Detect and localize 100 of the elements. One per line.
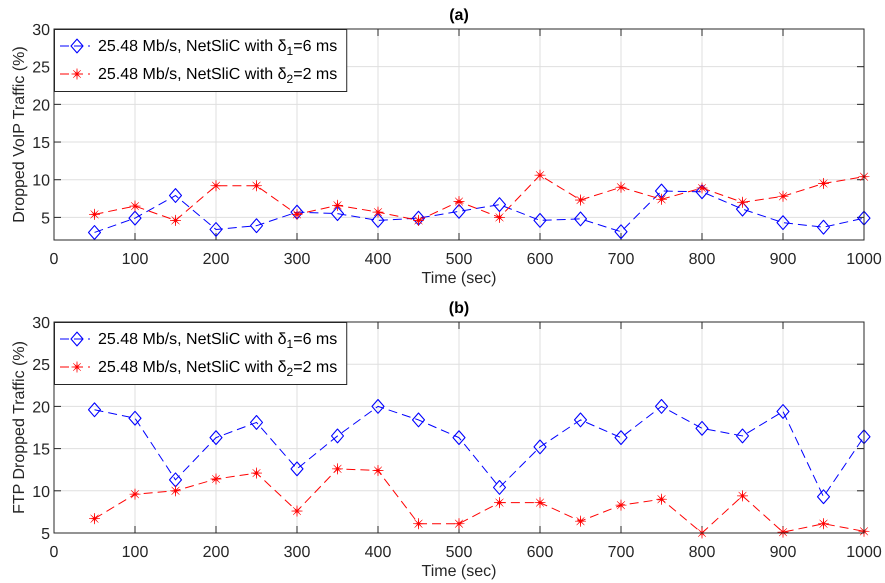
point — [290, 461, 304, 476]
y-tick-label: 15 — [32, 442, 50, 459]
x-axis-title: Time (sec) — [422, 270, 496, 287]
x-tick-label: 900 — [770, 251, 796, 268]
y-axis-title: FTP Dropped Traffic (%) — [11, 341, 28, 514]
chart-title: (a) — [449, 7, 469, 24]
point — [88, 512, 100, 524]
x-tick-label: 700 — [608, 544, 634, 561]
point — [371, 398, 385, 414]
point — [88, 402, 102, 418]
point — [129, 200, 141, 212]
point — [170, 485, 182, 497]
point — [128, 410, 142, 426]
point — [290, 204, 304, 220]
point — [777, 190, 789, 202]
y-tick-label: 20 — [32, 399, 50, 416]
point — [250, 218, 264, 234]
x-tick-label: 400 — [364, 251, 392, 268]
point — [656, 194, 668, 206]
point — [210, 473, 222, 485]
y-axis-title: Dropped VoIP Traffic (%) — [11, 46, 28, 223]
y-tick-label: 30 — [32, 315, 50, 332]
x-tick-label: 900 — [770, 544, 796, 561]
x-axis-title: Time (sec) — [422, 563, 496, 580]
point — [615, 182, 627, 193]
point — [492, 197, 506, 212]
point — [533, 212, 547, 228]
point — [736, 196, 748, 208]
point — [615, 499, 627, 511]
x-tick-label: 700 — [608, 251, 634, 268]
point — [330, 206, 344, 222]
point — [574, 211, 588, 226]
point — [656, 493, 668, 505]
legend-label: 25.48 Mb/s, NetSliC with δ$_{1}$=6 ms — [98, 331, 338, 351]
x-tick-label: 300 — [284, 544, 310, 561]
point — [453, 196, 465, 208]
point — [857, 429, 871, 444]
x-tick-label: 400 — [364, 544, 392, 561]
point — [818, 178, 830, 190]
point — [452, 430, 466, 446]
point — [128, 210, 142, 226]
point — [88, 225, 102, 240]
legend-label: 25.48 Mb/s, NetSliC with δ$_{1}$=6 ms — [98, 38, 338, 58]
y-tick-label: 30 — [32, 22, 50, 39]
point — [372, 464, 384, 476]
x-tick-label: 600 — [526, 251, 554, 268]
point — [534, 169, 546, 181]
point — [209, 430, 223, 446]
point — [412, 518, 424, 530]
y-tick-label: 25 — [32, 357, 50, 374]
point — [492, 480, 506, 495]
point — [168, 188, 182, 203]
point — [210, 180, 222, 192]
legend-label: 25.48 Mb/s, NetSliC with δ$_{2}$=2 ms — [98, 359, 338, 379]
point — [129, 488, 141, 500]
x-tick-label: 800 — [688, 544, 716, 561]
point — [332, 200, 344, 212]
point — [816, 220, 830, 235]
point — [736, 490, 748, 502]
point — [291, 208, 303, 220]
point — [332, 463, 344, 475]
x-tick-label: 1000 — [846, 544, 882, 561]
x-tick-label: 800 — [688, 251, 716, 268]
x-tick-label: 600 — [526, 544, 554, 561]
point — [574, 412, 588, 428]
point — [88, 208, 100, 220]
point — [412, 412, 426, 428]
chart-title: (b) — [448, 300, 470, 317]
point — [170, 214, 182, 226]
y-tick-label: 10 — [32, 172, 50, 190]
point — [452, 204, 466, 219]
point — [816, 489, 830, 504]
legend-label: 25.48 Mb/s, NetSliC with δ$_{2}$=2 ms — [98, 66, 338, 86]
point — [818, 518, 830, 530]
point — [494, 212, 506, 224]
point — [654, 184, 668, 198]
point — [776, 215, 790, 230]
y-tick-label: 10 — [32, 484, 50, 501]
point — [494, 496, 506, 508]
point — [858, 526, 870, 538]
y-tick-label: 25 — [32, 60, 50, 77]
point — [777, 526, 789, 538]
point — [654, 398, 668, 414]
point — [695, 420, 709, 436]
point — [412, 210, 426, 226]
point — [291, 505, 303, 517]
x-tick-label: 500 — [446, 544, 472, 561]
x-tick-label: 200 — [202, 544, 230, 561]
point — [250, 180, 262, 192]
point — [250, 414, 264, 430]
x-tick-label: 300 — [284, 251, 310, 268]
x-tick-label: 500 — [446, 251, 472, 268]
point — [736, 428, 750, 444]
x-tick-label: 0 — [50, 544, 59, 561]
point — [776, 404, 790, 419]
x-tick-label: 200 — [202, 251, 230, 268]
point — [372, 206, 384, 218]
point — [209, 222, 223, 237]
point — [695, 184, 709, 200]
y-tick-label: 5 — [41, 210, 50, 228]
